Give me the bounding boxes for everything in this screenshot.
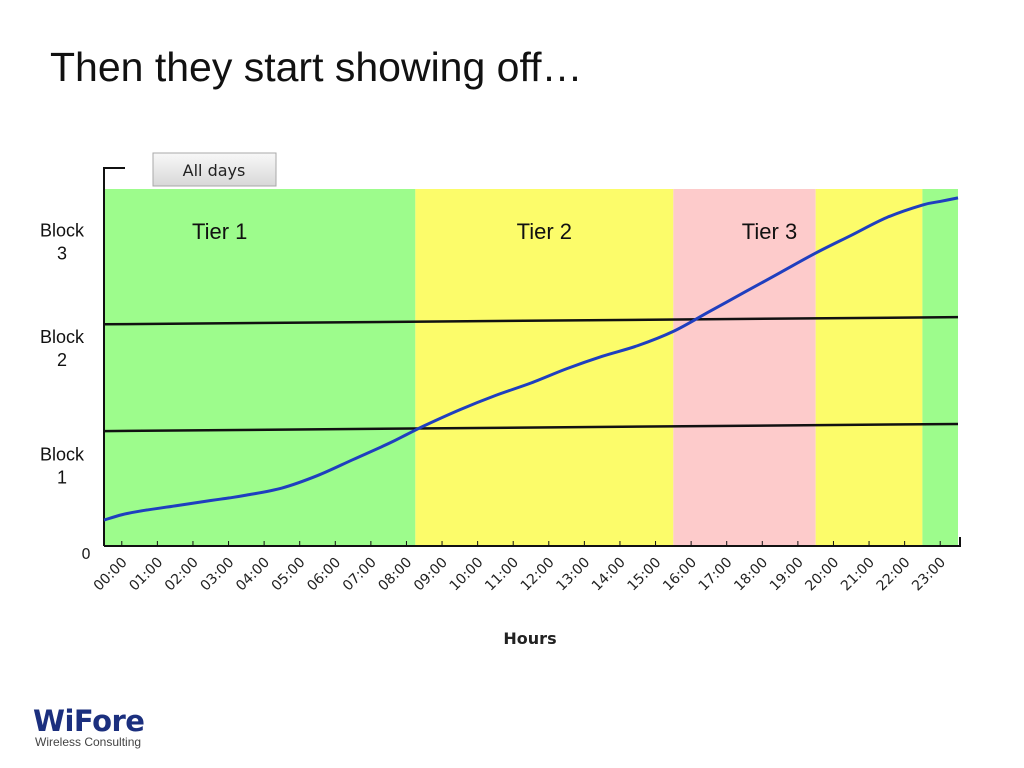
tier-label-2: Tier 2 <box>517 219 572 244</box>
x-tick-label-16: 16:00 <box>660 555 700 595</box>
logo-tagline: Wireless Consulting <box>35 735 142 749</box>
block-threshold-lines <box>103 315 959 433</box>
tier-label-3: Tier 3 <box>742 219 797 244</box>
tier-label-1: Tier 1 <box>192 219 247 244</box>
x-tick-label-0: 00:00 <box>91 555 131 595</box>
x-tick-label-13: 13:00 <box>553 555 593 595</box>
tier-band-4 <box>922 189 958 545</box>
x-tick-label-9: 09:00 <box>411 555 451 595</box>
x-tick-label-10: 10:00 <box>447 555 487 595</box>
tier-band-1 <box>415 189 674 545</box>
block-label-Block-2: Block 2 <box>40 327 85 370</box>
block-threshold-1 <box>103 315 959 326</box>
axes <box>103 167 961 547</box>
x-tick-label-8: 08:00 <box>375 555 415 595</box>
block-label-Block-1: Block 1 <box>40 445 85 488</box>
logo-name: WiFore <box>33 704 145 738</box>
series-line-0 <box>103 196 959 522</box>
x-tick-label-19: 19:00 <box>767 555 807 595</box>
x-tick-label-18: 18:00 <box>731 555 771 595</box>
x-tick-label-21: 21:00 <box>838 555 878 595</box>
x-tick-label-23: 23:00 <box>909 555 949 595</box>
block-threshold-2 <box>103 422 959 433</box>
x-axis-title: Hours <box>503 629 556 648</box>
x-tick-label-7: 07:00 <box>340 555 380 595</box>
x-tick-label-1: 01:00 <box>126 555 166 595</box>
slide-title: Then they start showing off… <box>50 44 583 90</box>
all-days-button-label: All days <box>183 161 246 180</box>
x-tick-label-4: 04:00 <box>233 555 273 595</box>
x-tick-label-6: 06:00 <box>304 555 344 595</box>
series-layer <box>103 196 959 522</box>
tier-band-3 <box>815 189 923 545</box>
x-tick-label-15: 15:00 <box>625 555 665 595</box>
x-tick-label-12: 12:00 <box>518 555 558 595</box>
x-tick-label-11: 11:00 <box>482 555 522 595</box>
x-tick-label-20: 20:00 <box>802 555 842 595</box>
tier-band-0 <box>104 189 416 545</box>
all-days-button[interactable]: All days <box>152 152 277 187</box>
x-tick-label-17: 17:00 <box>696 555 736 595</box>
y-origin-label: 0 <box>81 545 91 563</box>
wifore-logo: WiFore Wireless Consulting <box>33 704 145 749</box>
block-label-Block-3: Block 3 <box>40 220 85 263</box>
x-tick-label-22: 22:00 <box>874 555 914 595</box>
x-tick-label-5: 05:00 <box>269 555 309 595</box>
x-tick-label-3: 03:00 <box>198 555 238 595</box>
x-tick-label-14: 14:00 <box>589 555 629 595</box>
tier-bands <box>104 189 958 545</box>
tier-band-2 <box>673 189 816 545</box>
x-tick-label-2: 02:00 <box>162 555 202 595</box>
